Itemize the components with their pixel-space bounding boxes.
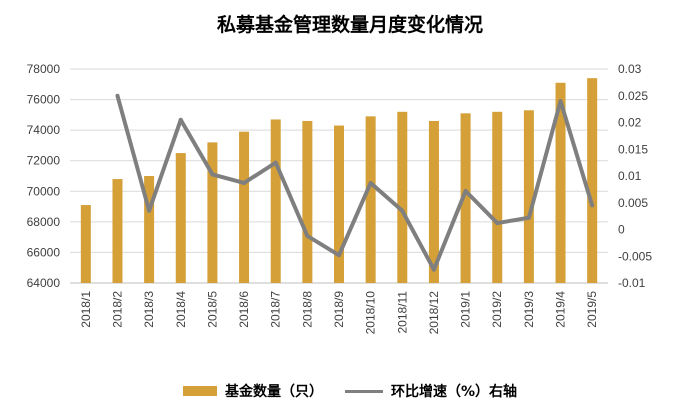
bar (587, 78, 598, 284)
x-tick-label: 2019/4 (554, 291, 568, 328)
y-left-tick-label: 72000 (27, 154, 61, 168)
bar (492, 111, 503, 283)
x-tick-label: 2018/5 (205, 291, 219, 328)
y-left-tick-label: 68000 (27, 215, 61, 229)
line-point (147, 208, 152, 213)
y-left-tick-label: 74000 (27, 123, 61, 137)
x-tick-label: 2019/5 (585, 291, 599, 328)
x-tick-label: 2018/9 (332, 291, 346, 328)
line-point (273, 160, 278, 165)
line-point (305, 233, 310, 238)
line-point (400, 208, 405, 213)
legend-swatch-bar (182, 386, 217, 396)
line-point (178, 117, 183, 122)
y-left-tick-label: 66000 (27, 245, 61, 259)
bar (112, 179, 123, 283)
line-point (368, 180, 373, 185)
bar (270, 119, 281, 283)
y-right-tick-label: -0.005 (618, 249, 652, 263)
line-point (590, 203, 595, 208)
bar (175, 153, 186, 283)
line-point (337, 253, 341, 258)
x-tick-label: 2019/2 (490, 291, 504, 328)
y-right-tick-label: 0.02 (618, 116, 642, 130)
x-tick-label: 2018/6 (237, 291, 251, 328)
x-tick-label: 2018/1 (79, 291, 93, 328)
line-point (463, 188, 468, 193)
bar (523, 110, 534, 284)
bar (334, 125, 344, 283)
line-point (115, 93, 120, 98)
bar (80, 205, 91, 283)
line-point (242, 180, 247, 185)
x-tick-label: 2018/2 (110, 291, 124, 328)
x-tick-label: 2018/7 (269, 291, 283, 328)
y-left-tick-label: 64000 (27, 276, 61, 290)
bar (428, 120, 439, 283)
bar (555, 82, 566, 283)
x-tick-label: 2019/3 (522, 291, 536, 328)
y-right-tick-label: 0.025 (618, 89, 648, 103)
line-point (558, 99, 563, 104)
x-tick-label: 2018/4 (174, 291, 188, 328)
legend-item-bar: 基金数量（只） (182, 381, 323, 401)
line-point (431, 267, 436, 272)
y-right-tick-label: 0.03 (618, 62, 642, 76)
y-right-tick-label: 0 (618, 223, 625, 237)
x-tick-label: 2018/8 (300, 291, 314, 328)
line-series (115, 95, 595, 272)
chart-title: 私募基金管理数量月度变化情况 (216, 14, 483, 36)
line-point (495, 221, 500, 226)
line-point (210, 172, 215, 177)
x-tick-label: 2018/12 (427, 291, 441, 335)
y-right-tick-label: -0.01 (618, 276, 646, 290)
bar (239, 131, 250, 283)
bar (302, 120, 313, 283)
x-tick-label: 2018/10 (364, 291, 378, 335)
chart-legend: 基金数量（只） 环比增速（%）右轴 (0, 381, 700, 401)
legend-label-line: 环比增速（%）右轴 (390, 384, 518, 400)
bar (397, 111, 408, 283)
bar (460, 113, 471, 283)
legend-label-bar: 基金数量（只） (224, 384, 323, 400)
line-point (526, 215, 531, 220)
legend-item-line: 环比增速（%）右轴 (344, 381, 518, 401)
y-left-tick-label: 70000 (27, 184, 61, 198)
x-tick-label: 2019/1 (459, 291, 473, 328)
bar (365, 116, 376, 283)
x-tick-label: 2018/11 (395, 291, 409, 334)
y-right-tick-label: 0.015 (618, 142, 648, 156)
bar (144, 176, 155, 283)
x-tick-label: 2018/3 (142, 291, 156, 328)
y-left-tick-label: 78000 (27, 62, 61, 76)
y-right-tick-label: 0.01 (618, 169, 642, 183)
y-left-tick-label: 76000 (27, 93, 61, 107)
bar (207, 142, 218, 283)
legend-swatch-line (344, 389, 383, 393)
y-right-tick-label: 0.005 (618, 196, 648, 210)
